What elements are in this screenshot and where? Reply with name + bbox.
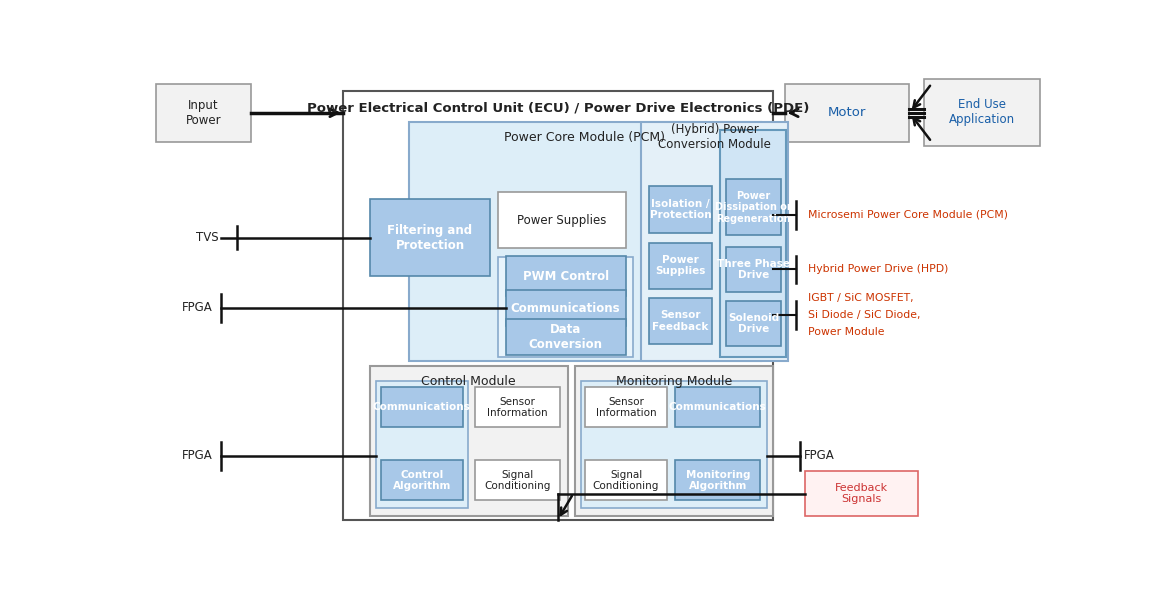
Text: Input
Power: Input Power [186, 99, 221, 127]
Bar [498, 257, 634, 357]
Text: Power Supplies: Power Supplies [517, 213, 606, 227]
Text: Isolation /
Protection: Isolation / Protection [650, 198, 712, 220]
Text: Communications: Communications [373, 402, 470, 412]
Text: Solenoid
Drive: Solenoid Drive [728, 312, 779, 334]
Bar [409, 122, 762, 361]
Bar [505, 319, 626, 355]
Bar [505, 256, 626, 297]
Bar [585, 461, 666, 500]
Bar [924, 78, 1040, 145]
Text: Sensor
Information: Sensor Information [486, 397, 548, 418]
Text: Monitoring
Algorithm: Monitoring Algorithm [686, 470, 750, 491]
Text: FPGA: FPGA [803, 449, 835, 463]
Text: Microsemi Power Core Module (PCM): Microsemi Power Core Module (PCM) [808, 210, 1008, 220]
Text: Control
Algorithm: Control Algorithm [392, 470, 450, 491]
Text: Sensor
Feedback: Sensor Feedback [652, 311, 709, 332]
Bar [342, 91, 773, 520]
Bar [575, 366, 773, 516]
Bar [505, 290, 626, 326]
Text: Data
Conversion: Data Conversion [528, 323, 603, 351]
Bar [806, 471, 918, 516]
Bar [649, 186, 713, 233]
Bar [381, 387, 463, 428]
Bar [498, 192, 626, 248]
Text: Motor: Motor [828, 106, 866, 119]
Text: PWM Control: PWM Control [522, 270, 608, 283]
Bar [720, 130, 786, 357]
Bar [676, 461, 760, 500]
Text: Monitoring Module: Monitoring Module [616, 374, 733, 388]
Text: Communications: Communications [669, 402, 766, 412]
Bar [580, 381, 766, 508]
Bar [156, 84, 251, 142]
Text: Three Phase
Drive: Three Phase Drive [717, 259, 789, 280]
Text: IGBT / SiC MOSFET,: IGBT / SiC MOSFET, [808, 293, 914, 303]
Bar [641, 122, 788, 361]
Bar [376, 381, 468, 508]
Bar [370, 366, 568, 516]
Text: Feedback
Signals: Feedback Signals [835, 483, 888, 504]
Text: Signal
Conditioning: Signal Conditioning [593, 470, 659, 491]
Text: Control Module: Control Module [421, 374, 515, 388]
Text: End Use
Application: End Use Application [949, 98, 1015, 126]
Text: Power
Supplies: Power Supplies [656, 255, 706, 276]
Bar [649, 242, 713, 289]
Bar [370, 200, 490, 276]
Text: Signal
Conditioning: Signal Conditioning [484, 470, 550, 491]
Bar [475, 461, 560, 500]
Text: Sensor
Information: Sensor Information [596, 397, 656, 418]
Bar [727, 247, 780, 292]
Text: FPGA: FPGA [182, 449, 214, 463]
Bar [727, 301, 780, 346]
Text: Hybrid Power Drive (HPD): Hybrid Power Drive (HPD) [808, 265, 949, 274]
Bar [475, 387, 560, 428]
Text: Power Electrical Control Unit (ECU) / Power Drive Electronics (PDE): Power Electrical Control Unit (ECU) / Po… [307, 101, 809, 115]
Text: FPGA: FPGA [182, 302, 214, 315]
Bar [727, 179, 780, 235]
Text: Si Diode / SiC Diode,: Si Diode / SiC Diode, [808, 310, 921, 320]
Bar [585, 387, 666, 428]
Bar [381, 461, 463, 500]
Bar [785, 84, 909, 142]
Bar [676, 387, 760, 428]
Text: Power
Dissipation or
Regeneration: Power Dissipation or Regeneration [715, 191, 792, 224]
Text: TVS: TVS [195, 232, 218, 244]
Text: Power Module: Power Module [808, 327, 885, 337]
Text: (Hybrid) Power
Conversion Module: (Hybrid) Power Conversion Module [658, 123, 771, 151]
Text: Power Core Module (PCM): Power Core Module (PCM) [504, 130, 665, 144]
Bar [649, 298, 713, 344]
Text: Communications: Communications [511, 302, 620, 315]
Text: Filtering and
Protection: Filtering and Protection [388, 224, 473, 252]
